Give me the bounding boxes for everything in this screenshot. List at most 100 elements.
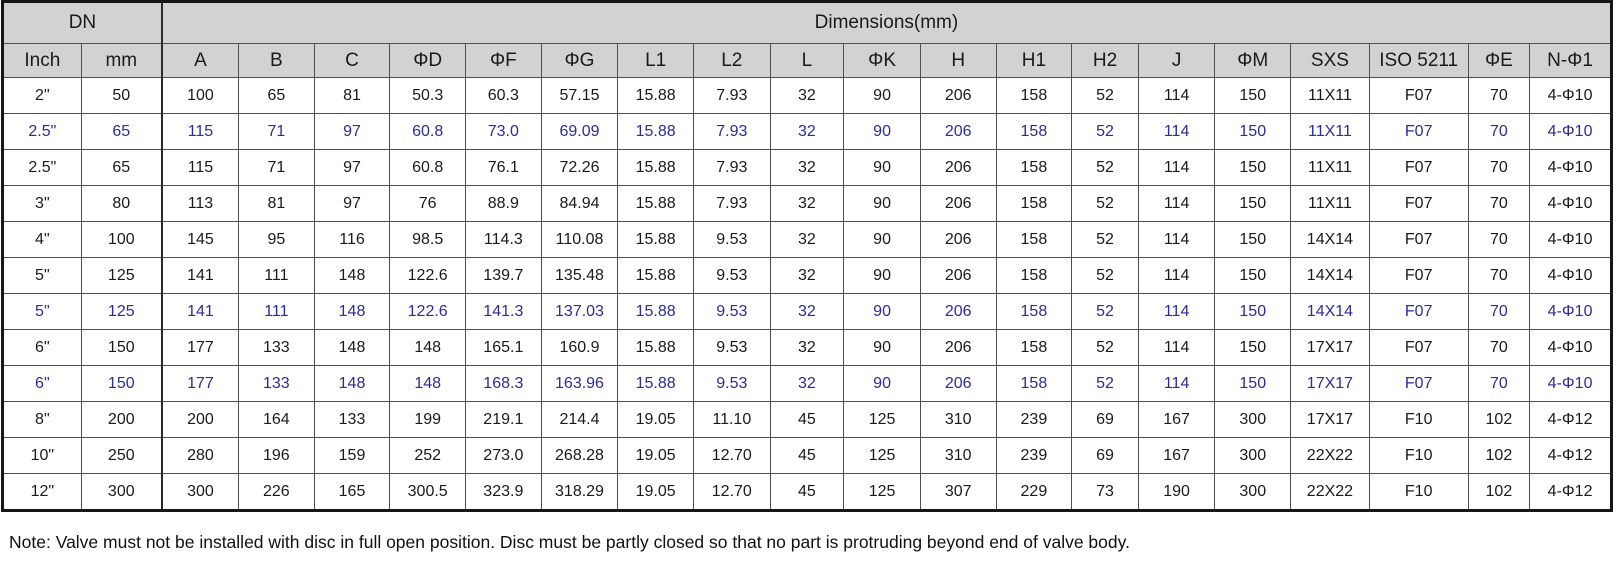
- cell-phie: 70: [1467, 329, 1531, 366]
- cell-h: 206: [919, 365, 997, 402]
- cell-h: 206: [919, 221, 997, 258]
- cell-phim: 150: [1214, 221, 1292, 258]
- cell-l2: 9.53: [692, 365, 771, 402]
- cell-h1: 229: [995, 473, 1073, 511]
- cell-l2: 7.93: [692, 149, 771, 186]
- col-header-sxs: SXS: [1290, 43, 1370, 78]
- cell-mm: 65: [80, 113, 163, 150]
- cell-mm: 150: [80, 329, 163, 366]
- cell-l: 45: [769, 473, 845, 511]
- cell-l2: 9.53: [692, 329, 771, 366]
- cell-phig: 135.48: [540, 257, 619, 294]
- col-header-inch: Inch: [2, 43, 82, 78]
- cell-phig: 214.4: [540, 401, 619, 438]
- cell-b: 133: [238, 329, 315, 366]
- cell-iso-5211: F07: [1368, 293, 1469, 330]
- cell-h1: 158: [995, 221, 1073, 258]
- cell-l2: 7.93: [692, 185, 771, 222]
- cell-h1: 158: [995, 149, 1073, 186]
- cell-phik: 90: [843, 77, 921, 114]
- table-row: 5" 125 141 111 148 122.6 141.3 137.03 15.88 9.53 3…: [2, 293, 1612, 330]
- cell-a: 145: [160, 221, 240, 258]
- cell-l: 32: [769, 113, 845, 150]
- cell-h2: 52: [1071, 221, 1139, 258]
- table-row: 4" 100 145 95 116 98.5 114.3 110.08 15.88 9.53 32 9…: [2, 221, 1612, 258]
- col-header-c: C: [313, 43, 391, 78]
- cell-a: 141: [160, 293, 240, 330]
- cell-phif: 273.0: [465, 437, 542, 474]
- cell-phid: 60.8: [389, 113, 466, 150]
- cell-phim: 150: [1214, 149, 1292, 186]
- col-header-b: B: [238, 43, 315, 78]
- cell-phig: 163.96: [540, 365, 619, 402]
- cell-b: 111: [238, 293, 315, 330]
- cell-phim: 300: [1214, 473, 1292, 511]
- cell-iso-5211: F07: [1368, 221, 1469, 258]
- cell-sxs: 22X22: [1290, 473, 1370, 511]
- cell-j: 114: [1137, 113, 1216, 150]
- cell-phif: 76.1: [465, 149, 542, 186]
- col-header-mm: mm: [80, 43, 163, 78]
- table-row: 6" 150 177 133 148 148 168.3 163.96 15.88 9.53 32 9…: [2, 365, 1612, 402]
- cell-h2: 69: [1071, 437, 1139, 474]
- cell-l: 32: [769, 293, 845, 330]
- cell-phim: 300: [1214, 437, 1292, 474]
- cell-n-phi1: 4-Φ10: [1529, 185, 1612, 222]
- cell-iso-5211: F10: [1368, 437, 1469, 474]
- cell-mm: 250: [80, 437, 163, 474]
- cell-phie: 102: [1467, 401, 1531, 438]
- cell-j: 114: [1137, 293, 1216, 330]
- cell-phig: 110.08: [540, 221, 619, 258]
- cell-h: 206: [919, 257, 997, 294]
- cell-phie: 70: [1467, 293, 1531, 330]
- cell-l1: 19.05: [617, 401, 694, 438]
- cell-mm: 300: [80, 473, 163, 511]
- cell-iso-5211: F10: [1368, 401, 1469, 438]
- cell-h2: 52: [1071, 293, 1139, 330]
- cell-phig: 72.26: [540, 149, 619, 186]
- cell-sxs: 22X22: [1290, 437, 1370, 474]
- cell-l1: 15.88: [617, 257, 694, 294]
- cell-sxs: 17X17: [1290, 401, 1370, 438]
- cell-phif: 141.3: [465, 293, 542, 330]
- cell-phie: 70: [1467, 113, 1531, 150]
- cell-h: 310: [919, 437, 997, 474]
- table-row: 5" 125 141 111 148 122.6 139.7 135.48 15.88 9.53 3…: [2, 257, 1612, 294]
- dn-group-header: DN: [1, 1, 163, 44]
- cell-phim: 150: [1214, 257, 1292, 294]
- cell-phif: 139.7: [465, 257, 542, 294]
- cell-a: 200: [160, 401, 240, 438]
- cell-phid: 148: [389, 329, 466, 366]
- cell-phik: 90: [843, 113, 921, 150]
- cell-phik: 90: [843, 185, 921, 222]
- cell-b: 81: [238, 185, 315, 222]
- cell-b: 196: [238, 437, 315, 474]
- cell-sxs: 14X14: [1290, 257, 1370, 294]
- cell-j: 114: [1137, 365, 1216, 402]
- col-header-l2: L2: [692, 43, 771, 78]
- cell-phig: 84.94: [540, 185, 619, 222]
- col-header-phif: ΦF: [465, 43, 542, 78]
- cell-mm: 125: [80, 257, 163, 294]
- cell-phim: 150: [1214, 293, 1292, 330]
- dimensions-group-header: Dimensions(mm): [160, 1, 1612, 44]
- cell-inch: 8": [2, 401, 82, 438]
- cell-phid: 122.6: [389, 257, 466, 294]
- cell-phif: 168.3: [465, 365, 542, 402]
- cell-mm: 200: [80, 401, 163, 438]
- col-header-phig: ΦG: [540, 43, 619, 78]
- cell-phid: 148: [389, 365, 466, 402]
- cell-phif: 88.9: [465, 185, 542, 222]
- cell-a: 280: [160, 437, 240, 474]
- cell-iso-5211: F07: [1368, 365, 1469, 402]
- cell-phid: 60.8: [389, 149, 466, 186]
- cell-c: 165: [313, 473, 391, 511]
- dimensions-table: DN Dimensions(mm) Inch mm A B C ΦD ΦF ΦG L1 L2 L ΦK…: [1, 0, 1613, 512]
- cell-h2: 52: [1071, 365, 1139, 402]
- cell-j: 114: [1137, 77, 1216, 114]
- cell-phim: 150: [1214, 77, 1292, 114]
- cell-inch: 6": [2, 365, 82, 402]
- cell-h: 206: [919, 329, 997, 366]
- cell-h1: 158: [995, 329, 1073, 366]
